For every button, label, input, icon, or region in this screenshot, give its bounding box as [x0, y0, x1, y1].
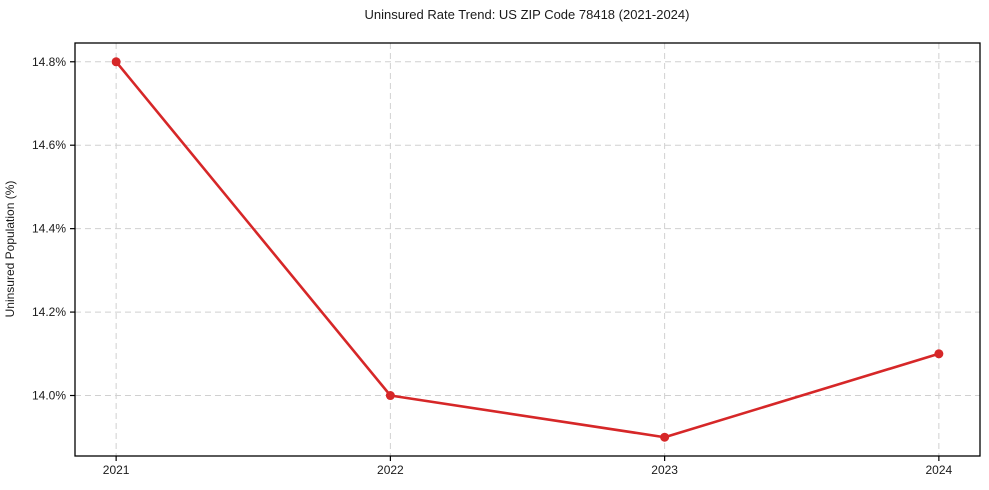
- x-tick-label: 2022: [377, 463, 404, 477]
- chart-title: Uninsured Rate Trend: US ZIP Code 78418 …: [365, 7, 690, 22]
- tick-labels: 14.0% 14.2% 14.4% 14.6% 14.8% 2021 2022 2023 202…: [32, 55, 953, 477]
- plot-border: [74, 42, 981, 457]
- y-tick-label: 14.0%: [32, 389, 66, 403]
- y-axis-label: Uninsured Population (%): [3, 181, 17, 318]
- series-line: [114, 60, 941, 439]
- x-tick-label: 2024: [926, 463, 953, 477]
- y-tick-label: 14.4%: [32, 222, 66, 236]
- data-point-marker: [660, 432, 670, 442]
- y-tick-label: 14.2%: [32, 305, 66, 319]
- y-tick-label: 14.8%: [32, 55, 66, 69]
- data-point-marker: [385, 391, 395, 401]
- axis-ticks: [70, 61, 940, 461]
- data-point-marker: [934, 349, 944, 359]
- data-point-marker: [111, 57, 121, 67]
- x-tick-label: 2023: [651, 463, 678, 477]
- data-series: [111, 57, 944, 442]
- gridlines: [75, 43, 980, 456]
- y-tick-label: 14.6%: [32, 138, 66, 152]
- x-tick-label: 2021: [103, 463, 130, 477]
